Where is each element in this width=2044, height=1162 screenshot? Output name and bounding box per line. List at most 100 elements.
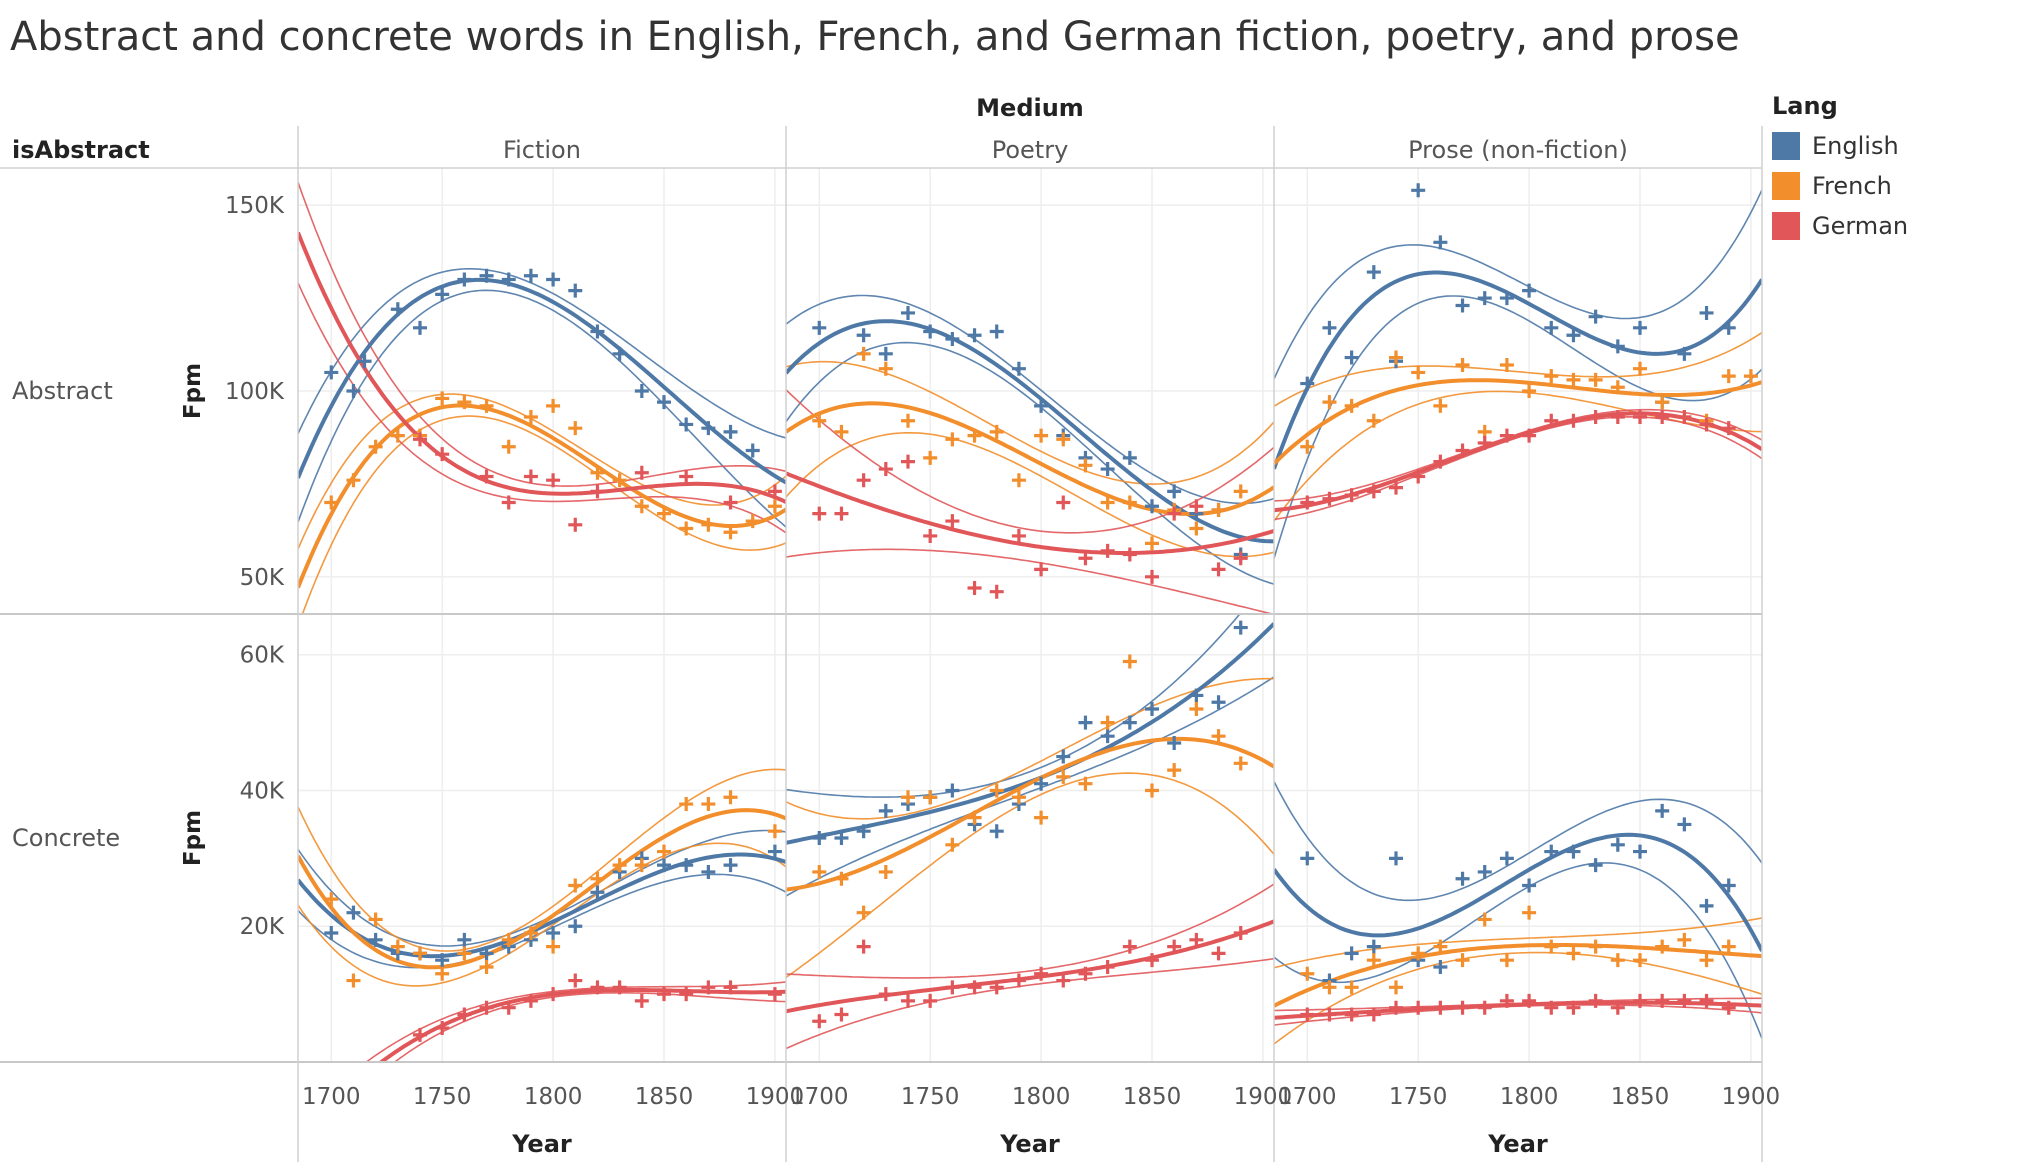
- data-points: [324, 183, 1758, 1042]
- point-french-abstract-poetry: [1233, 484, 1248, 499]
- band-lower-french-concrete-fiction: [298, 842, 786, 987]
- point-french-abstract-fiction: [590, 465, 605, 480]
- point-german-abstract-prose-non-fiction: [1655, 410, 1670, 425]
- point-english-abstract-prose-non-fiction: [1366, 265, 1381, 280]
- point-english-abstract-prose-non-fiction: [1499, 291, 1514, 306]
- point-french-concrete-poetry: [1122, 654, 1137, 669]
- bands-abstract-fiction: [298, 181, 786, 614]
- point-german-concrete-poetry: [945, 980, 960, 995]
- point-english-concrete-prose-non-fiction: [1389, 851, 1403, 866]
- point-french-concrete-poetry: [1034, 810, 1049, 825]
- point-french-abstract-fiction: [368, 439, 383, 454]
- legend-swatch-german: [1772, 212, 1800, 240]
- point-german-abstract-prose-non-fiction: [1366, 484, 1381, 499]
- point-german-concrete-prose-non-fiction: [1411, 1000, 1426, 1015]
- point-english-abstract-poetry: [1167, 484, 1182, 499]
- point-english-abstract-poetry: [856, 328, 871, 343]
- legend-item-german[interactable]: German: [1772, 206, 1908, 246]
- point-german-abstract-prose-non-fiction: [1633, 410, 1647, 425]
- point-english-abstract-prose-non-fiction: [1411, 183, 1426, 198]
- chart-title: Abstract and concrete words in English, …: [10, 14, 1740, 60]
- point-french-abstract-poetry: [901, 413, 915, 428]
- band-lower-german-abstract-prose-non-fiction: [1274, 415, 1762, 521]
- point-french-concrete-prose-non-fiction: [1344, 980, 1359, 995]
- point-english-abstract-fiction: [568, 283, 583, 298]
- band-upper-english-abstract-fiction: [298, 268, 786, 439]
- point-french-abstract-fiction: [501, 439, 516, 454]
- point-english-concrete-poetry: [856, 824, 871, 839]
- point-french-concrete-prose-non-fiction: [1477, 912, 1492, 927]
- point-german-concrete-fiction: [568, 973, 583, 988]
- trends-concrete-prose-non-fiction: [1274, 832, 1762, 1020]
- x-tick-label: 1800: [1500, 1084, 1559, 1110]
- point-german-abstract-poetry: [1122, 547, 1137, 562]
- point-german-concrete-fiction: [590, 980, 605, 995]
- point-german-concrete-fiction: [723, 980, 738, 995]
- point-german-concrete-fiction: [479, 1000, 494, 1015]
- band-upper-english-abstract-prose-non-fiction: [1274, 189, 1762, 380]
- point-german-concrete-poetry: [1011, 973, 1026, 988]
- point-german-abstract-prose-non-fiction: [1522, 428, 1537, 443]
- y-tick-label: 60K: [240, 643, 285, 669]
- point-french-concrete-poetry: [1100, 715, 1115, 730]
- point-english-abstract-fiction: [413, 320, 427, 335]
- point-french-abstract-poetry: [1122, 495, 1137, 510]
- point-german-concrete-prose-non-fiction: [1721, 1000, 1736, 1015]
- point-german-abstract-prose-non-fiction: [1566, 413, 1581, 428]
- point-english-abstract-fiction: [657, 395, 671, 410]
- point-french-abstract-prose-non-fiction: [1455, 357, 1470, 372]
- point-english-concrete-poetry: [812, 831, 827, 845]
- x-tick-label: 1750: [901, 1084, 960, 1110]
- point-english-concrete-prose-non-fiction: [1433, 959, 1448, 974]
- point-german-concrete-poetry: [1189, 932, 1204, 947]
- panel-frame: [0, 126, 1763, 1162]
- point-french-abstract-prose-non-fiction: [1544, 369, 1559, 384]
- point-french-abstract-prose-non-fiction: [1522, 384, 1537, 398]
- point-german-abstract-fiction: [767, 484, 782, 499]
- point-english-abstract-fiction: [723, 424, 738, 439]
- point-english-concrete-prose-non-fiction: [1677, 817, 1692, 832]
- point-german-concrete-prose-non-fiction: [1699, 993, 1714, 1008]
- point-french-concrete-prose-non-fiction: [1389, 980, 1403, 995]
- point-german-concrete-poetry: [1034, 966, 1049, 981]
- point-english-abstract-fiction: [357, 354, 372, 369]
- point-english-concrete-poetry: [1100, 729, 1115, 744]
- point-french-abstract-poetry: [1034, 428, 1049, 443]
- point-english-concrete-prose-non-fiction: [1455, 871, 1470, 886]
- point-french-concrete-fiction: [612, 858, 627, 873]
- column-label-fiction: Fiction: [503, 136, 581, 164]
- point-german-concrete-prose-non-fiction: [1366, 1007, 1381, 1022]
- point-german-concrete-prose-non-fiction: [1433, 1000, 1448, 1015]
- band-upper-english-concrete-poetry: [786, 614, 1241, 798]
- axis-labels: Medium isAbstract Fiction Poetry Prose (non-…: [12, 94, 1780, 1158]
- point-french-concrete-poetry: [812, 864, 827, 879]
- point-german-abstract-poetry: [989, 584, 1004, 599]
- point-french-abstract-poetry: [1078, 458, 1093, 473]
- legend-item-english[interactable]: English: [1772, 126, 1908, 166]
- point-french-abstract-fiction: [634, 499, 649, 514]
- point-english-abstract-fiction: [745, 443, 760, 458]
- x-tick-label: 1900: [1234, 1084, 1293, 1110]
- point-german-concrete-poetry: [1078, 966, 1093, 981]
- point-german-concrete-fiction: [767, 987, 782, 1002]
- point-german-abstract-fiction: [568, 517, 583, 532]
- point-english-abstract-fiction: [523, 268, 538, 283]
- point-german-concrete-prose-non-fiction: [1655, 993, 1670, 1008]
- point-german-abstract-poetry: [901, 454, 915, 469]
- point-german-concrete-prose-non-fiction: [1610, 1000, 1625, 1015]
- point-german-abstract-poetry: [923, 528, 938, 543]
- point-german-abstract-fiction: [679, 469, 694, 484]
- trend-english-concrete-fiction: [298, 852, 786, 959]
- point-french-concrete-fiction: [590, 871, 605, 886]
- band-lower-german-concrete-poetry: [786, 957, 1274, 1050]
- point-german-concrete-prose-non-fiction: [1588, 993, 1603, 1008]
- point-english-abstract-prose-non-fiction: [1544, 320, 1559, 335]
- point-french-concrete-fiction: [501, 932, 516, 947]
- trend-lines: [298, 231, 1762, 1062]
- legend-title: Lang: [1772, 92, 1838, 120]
- point-french-concrete-prose-non-fiction: [1455, 953, 1470, 968]
- legend-item-french[interactable]: French: [1772, 166, 1908, 206]
- point-french-concrete-prose-non-fiction: [1699, 953, 1714, 968]
- point-german-abstract-poetry: [1211, 562, 1226, 577]
